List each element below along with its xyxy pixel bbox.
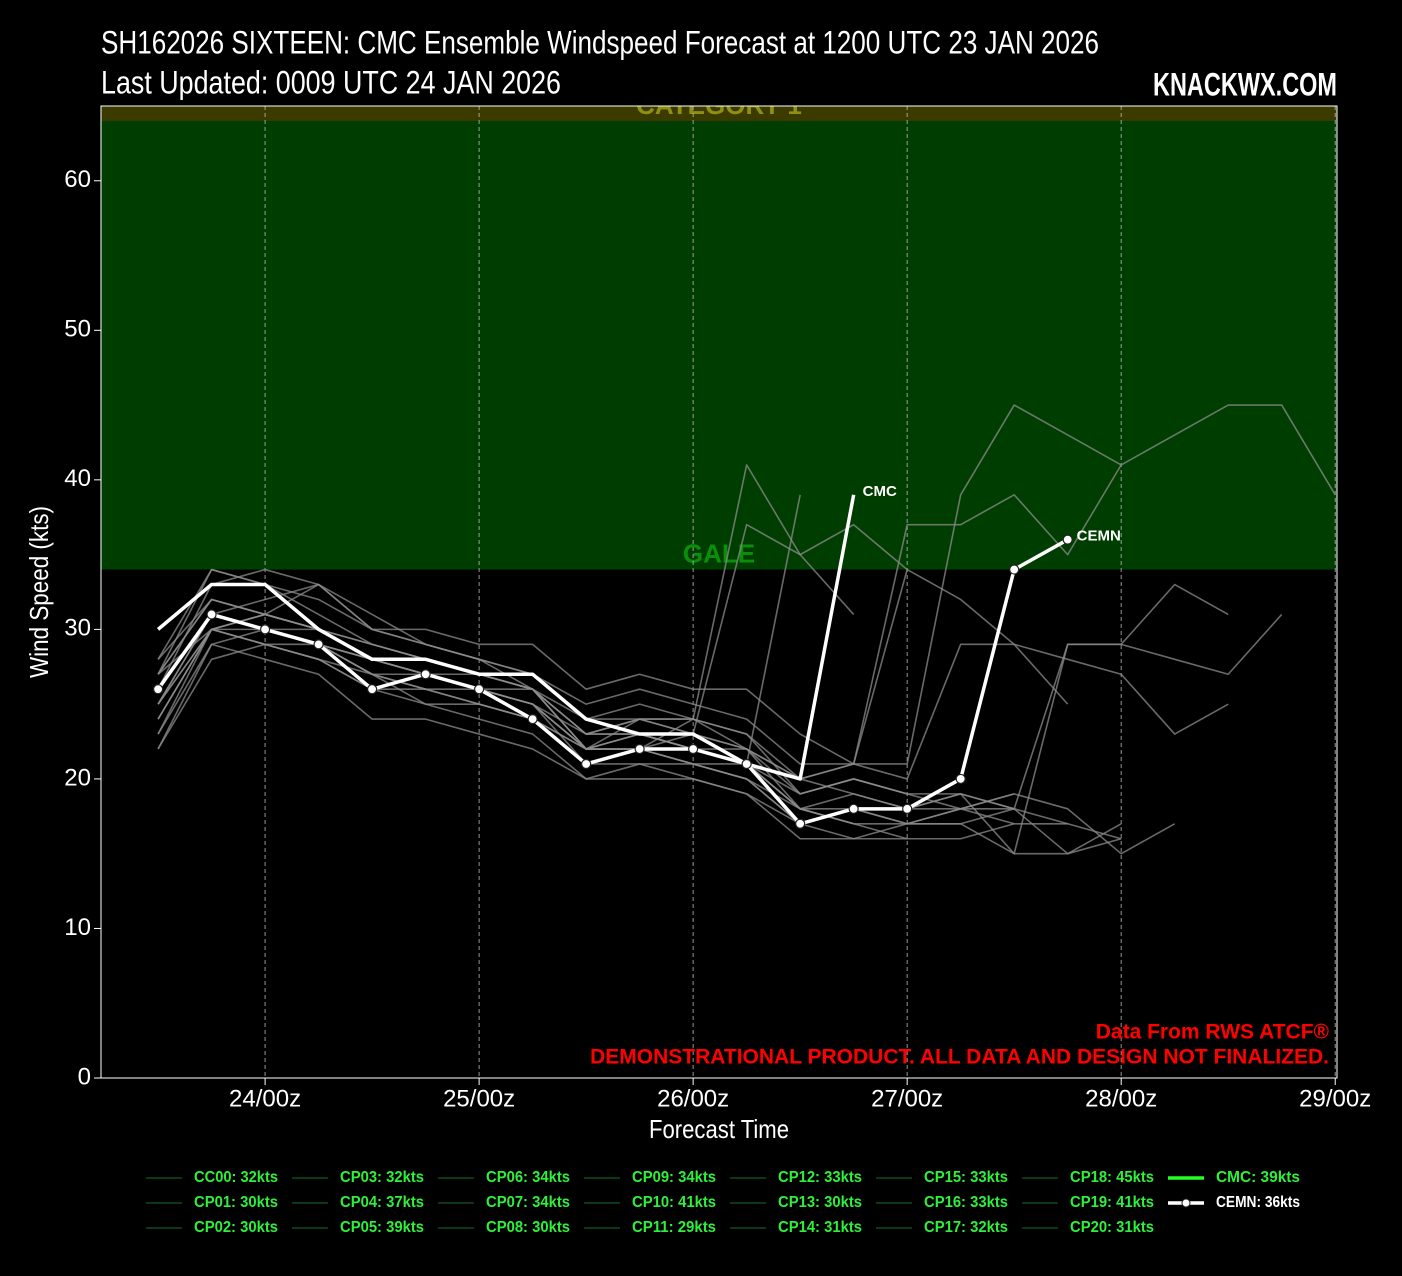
legend-label: CP06: 34kts bbox=[486, 1169, 570, 1186]
y-tick-label: 40 bbox=[64, 465, 91, 492]
end-label: CEMN bbox=[1077, 528, 1121, 545]
main-line bbox=[156, 494, 856, 781]
y-tick-label: 0 bbox=[78, 1063, 91, 1090]
point-marker bbox=[634, 743, 645, 755]
annotation: DEMONSTRATIONAL PRODUCT. ALL DATA AND DE… bbox=[590, 1046, 1329, 1069]
legend-label: CC00: 32kts bbox=[194, 1169, 278, 1186]
legend-label: CP16: 33kts bbox=[924, 1194, 1008, 1211]
point-marker bbox=[902, 803, 913, 814]
foreground: CMC CEMN Data From RWS ATCF®DEMONSTRATIONA… bbox=[152, 483, 1330, 1069]
y-tick-label: 30 bbox=[64, 615, 91, 642]
point-marker bbox=[420, 669, 431, 680]
point-marker bbox=[848, 803, 859, 814]
legend-label: CP18: 45kts bbox=[1070, 1169, 1154, 1186]
x-tick-label: 28/00z bbox=[1085, 1085, 1157, 1112]
legend: CC00: 32kts CP01: 30kts CP02: 30kts CP03: 3… bbox=[146, 1169, 1300, 1236]
point-marker bbox=[206, 609, 217, 620]
y-tick-label: 20 bbox=[64, 764, 91, 791]
legend-label: CP02: 30kts bbox=[194, 1219, 278, 1236]
point-marker bbox=[741, 758, 752, 770]
point-marker bbox=[366, 684, 378, 695]
x-tick-label: 27/00z bbox=[871, 1085, 943, 1112]
band-label: GALE bbox=[683, 538, 755, 568]
legend-label: CP17: 32kts bbox=[924, 1219, 1008, 1236]
legend-label: CP19: 41kts bbox=[1070, 1194, 1154, 1211]
legend-label: CP09: 34kts bbox=[632, 1169, 716, 1186]
ensemble-line bbox=[157, 568, 1069, 765]
legend-label: CP20: 31kts bbox=[1070, 1219, 1154, 1236]
point-marker bbox=[688, 743, 699, 755]
plot-frame bbox=[100, 105, 1338, 1079]
legend-label: CP15: 33kts bbox=[924, 1169, 1008, 1186]
x-axis-label: Forecast Time bbox=[649, 1114, 789, 1144]
legend-label: CP01: 30kts bbox=[194, 1194, 278, 1211]
y-tick-label: 50 bbox=[64, 316, 91, 343]
threshold-band bbox=[101, 106, 1337, 121]
legend-label: CMC: 39kts bbox=[1216, 1169, 1300, 1186]
point-marker bbox=[1009, 564, 1020, 575]
bands: GALE CATEGORY 1 bbox=[101, 90, 1337, 570]
legend-label: CP08: 30kts bbox=[486, 1219, 570, 1236]
point-marker bbox=[1062, 534, 1073, 545]
point-marker bbox=[955, 773, 966, 785]
legend-label: CP03: 32kts bbox=[340, 1169, 424, 1186]
legend-label: CP13: 30kts bbox=[778, 1194, 862, 1211]
x-tick-label: 24/00z bbox=[229, 1085, 301, 1112]
legend-label: CP07: 34kts bbox=[486, 1194, 570, 1211]
point-marker bbox=[313, 639, 324, 650]
brand: KNACKWX.COM bbox=[1153, 66, 1337, 102]
legend-label: CP10: 41kts bbox=[632, 1194, 716, 1211]
y-axis-label: Wind Speed (kts) bbox=[24, 506, 54, 678]
point-marker bbox=[152, 684, 164, 695]
annotation: Data From RWS ATCF® bbox=[1096, 1021, 1330, 1044]
y-tick-label: 10 bbox=[64, 914, 91, 941]
point-marker bbox=[259, 624, 271, 635]
x-tick-label: 26/00z bbox=[657, 1085, 729, 1112]
band-label: CATEGORY 1 bbox=[636, 90, 802, 120]
y-tick-label: 60 bbox=[64, 166, 91, 193]
threshold-band bbox=[101, 120, 1337, 570]
point-marker bbox=[581, 758, 592, 770]
main-line bbox=[156, 538, 1069, 826]
legend-label: CP14: 31kts bbox=[778, 1219, 862, 1236]
legend-label: CP05: 39kts bbox=[340, 1219, 424, 1236]
x-tick-label: 25/00z bbox=[443, 1085, 515, 1112]
legend-label: CEMN: 36kts bbox=[1216, 1194, 1300, 1211]
x-tick-label: 29/00z bbox=[1299, 1085, 1371, 1112]
grid: 0 10 20 30 40 50 60 24/00z 25/00z 26/00z 27/00z 28/… bbox=[64, 106, 1371, 1112]
chart-title: SH162026 SIXTEEN: CMC Ensemble Windspeed… bbox=[101, 24, 1099, 60]
legend-label: CP04: 37kts bbox=[340, 1194, 424, 1211]
chart-subtitle: Last Updated: 0009 UTC 24 JAN 2026 bbox=[101, 64, 561, 100]
legend-marker bbox=[1181, 1198, 1191, 1208]
point-marker bbox=[474, 684, 485, 695]
legend-label: CP12: 33kts bbox=[778, 1169, 862, 1186]
point-marker bbox=[527, 714, 538, 725]
legend-label: CP11: 29kts bbox=[632, 1219, 716, 1236]
ensemble-line bbox=[157, 628, 1176, 855]
point-marker bbox=[795, 818, 806, 829]
end-label: CMC bbox=[863, 483, 897, 500]
